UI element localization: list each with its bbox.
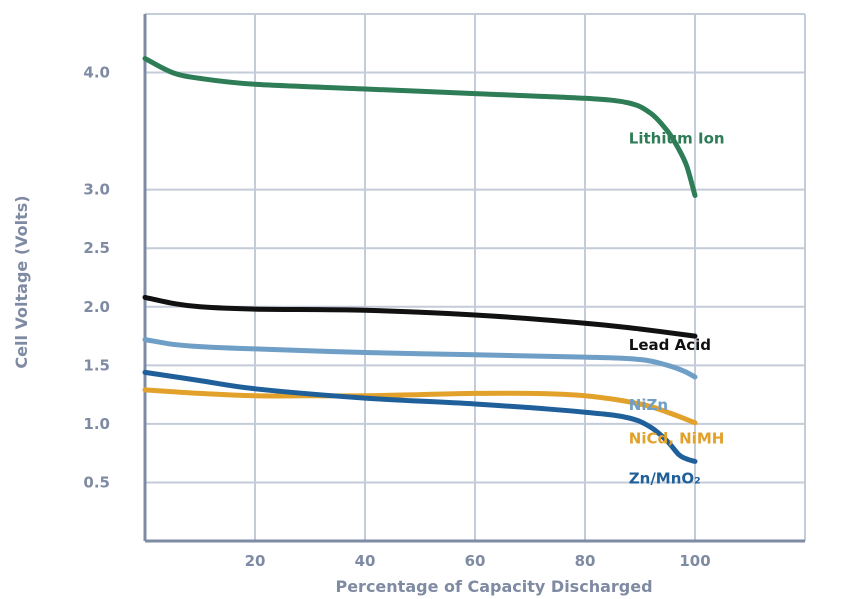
y-tick-label: 0.5 bbox=[83, 473, 110, 491]
axes bbox=[143, 14, 805, 543]
series-label-lithium-ion: Lithium Ion bbox=[629, 130, 725, 148]
series-line-nicd-nimh bbox=[142, 387, 698, 426]
y-axis-title: Cell Voltage (Volts) bbox=[12, 195, 31, 368]
series-label-lead-acid: Lead Acid bbox=[629, 336, 711, 354]
y-tick-label: 4.0 bbox=[83, 64, 110, 82]
x-tick-label: 20 bbox=[245, 552, 266, 570]
series-label-zn-mno: Zn/MnO₂ bbox=[629, 469, 701, 487]
x-tick-labels: 20 40 60 80 100 bbox=[245, 552, 711, 570]
series-line-zn-mno bbox=[142, 369, 698, 464]
x-tick-label: 80 bbox=[575, 552, 596, 570]
series-label-nizn: NiZn bbox=[629, 396, 668, 414]
x-gridlines bbox=[254, 14, 806, 541]
x-tick-label: 100 bbox=[679, 552, 710, 570]
y-tick-label: 2.0 bbox=[83, 298, 110, 316]
series-lines bbox=[142, 56, 698, 464]
x-tick-label: 60 bbox=[465, 552, 486, 570]
y-gridlines bbox=[145, 13, 805, 484]
series-line-lithium-ion bbox=[142, 56, 698, 198]
y-tick-labels: 0.5 1.0 1.5 2.0 2.5 3.0 4.0 bbox=[83, 64, 110, 492]
series-line-lead-acid bbox=[142, 294, 698, 339]
y-tick-label: 2.5 bbox=[83, 239, 110, 257]
series-labels: Lithium Ion Lead Acid NiZn NiCd, NiMH Zn/MnO… bbox=[629, 130, 725, 488]
series-line-nizn bbox=[142, 337, 698, 380]
x-tick-label: 40 bbox=[355, 552, 376, 570]
series-label-nicd-nimh: NiCd, NiMH bbox=[629, 430, 725, 448]
y-tick-label: 1.0 bbox=[83, 415, 110, 433]
y-tick-label: 3.0 bbox=[83, 181, 110, 199]
y-tick-label: 1.5 bbox=[83, 356, 110, 374]
x-axis-title: Percentage of Capacity Discharged bbox=[335, 577, 652, 596]
